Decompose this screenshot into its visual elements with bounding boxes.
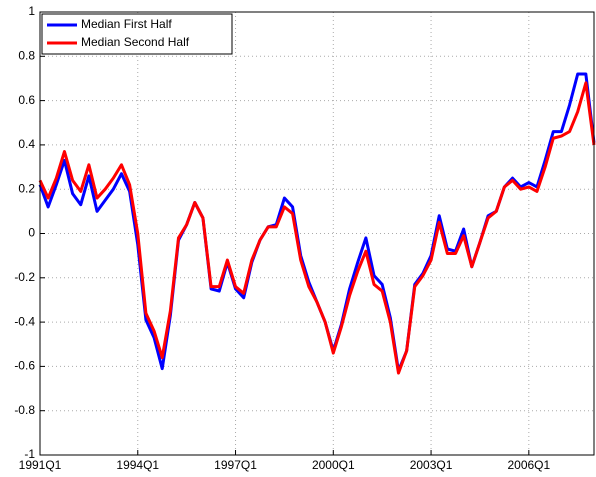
y-tick-label: 1 <box>28 4 35 18</box>
y-tick-label: 0 <box>28 226 35 240</box>
x-tick-label: 2003Q1 <box>410 458 453 472</box>
series-line <box>38 81 596 375</box>
y-tick-label: 0.4 <box>18 137 35 151</box>
plot-border <box>39 11 595 456</box>
y-tick-label: -0.4 <box>14 314 35 328</box>
y-tick-label: -1 <box>24 447 35 461</box>
x-tick-label: 1991Q1 <box>19 458 62 472</box>
y-tick-label: 0.8 <box>18 48 35 62</box>
x-tick-label: 2006Q1 <box>507 458 550 472</box>
x-tick-label: 2000Q1 <box>312 458 355 472</box>
y-tick-label: 0.2 <box>18 181 35 195</box>
legend-label: Median Second Half <box>81 35 190 49</box>
y-tick-label: 0.6 <box>18 93 35 107</box>
x-tick-label: 1997Q1 <box>214 458 257 472</box>
legend-label: Median First Half <box>81 17 172 31</box>
y-tick-label: -0.6 <box>14 359 35 373</box>
x-tick-label: 1994Q1 <box>116 458 159 472</box>
legend-box <box>41 13 233 55</box>
y-tick-label: -0.8 <box>14 403 35 417</box>
y-tick-label: -0.2 <box>14 270 35 284</box>
